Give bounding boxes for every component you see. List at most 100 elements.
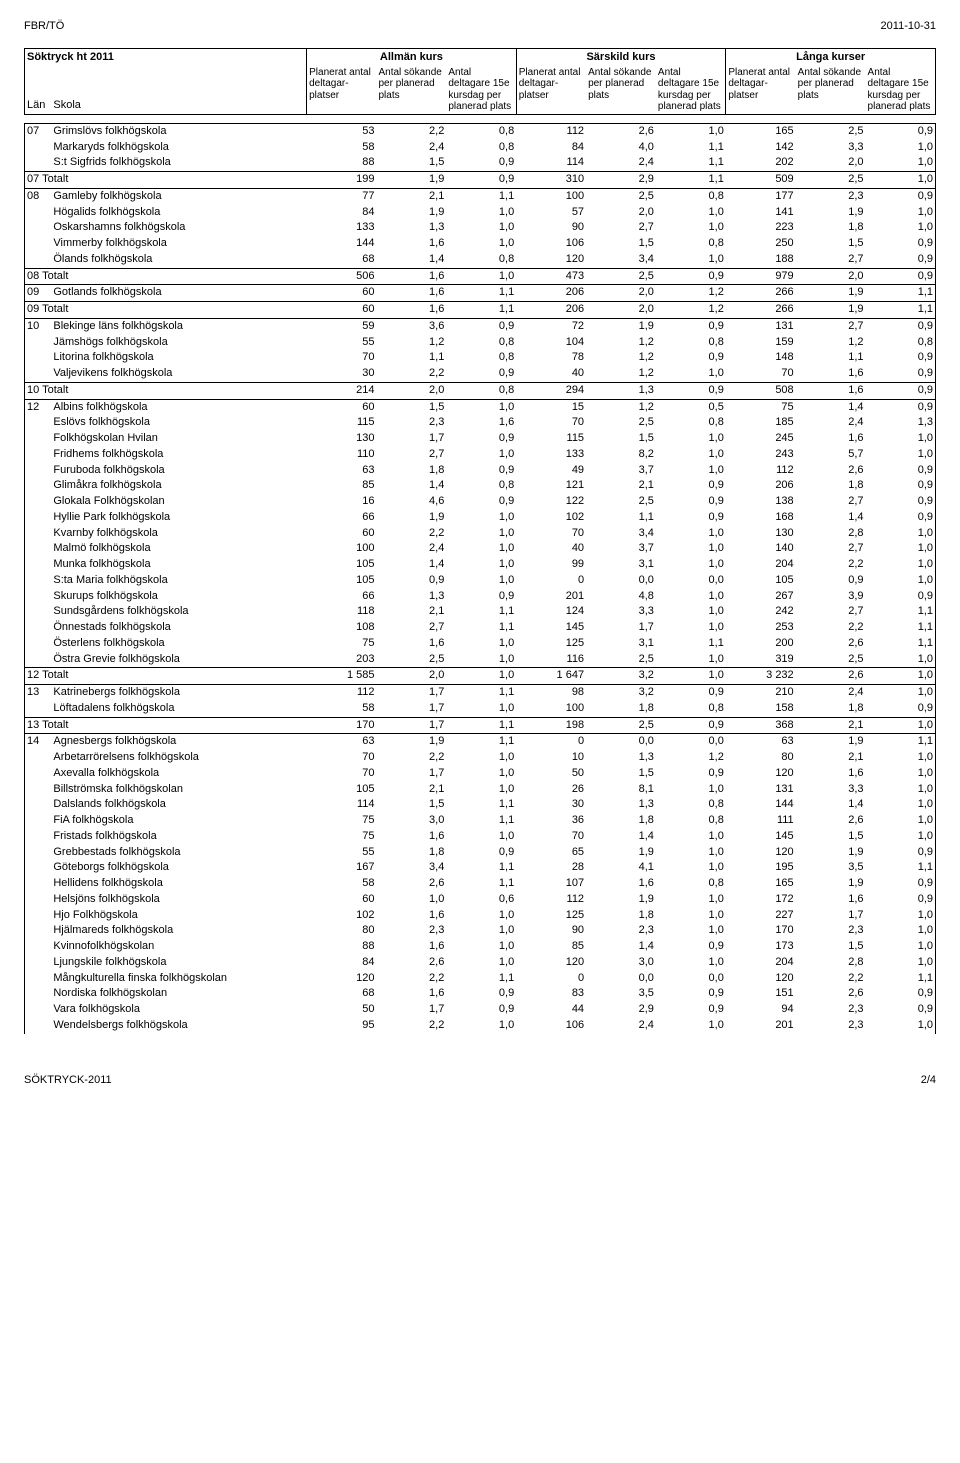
cell-value: 0,9 [656,350,726,366]
cell-value: 201 [726,1018,796,1034]
cell-value: 60 [307,892,377,908]
cell-value: 1,6 [376,285,446,302]
cell-value: 116 [516,652,586,668]
cell-value: 1,5 [376,399,446,415]
cell-value: 1,1 [866,734,936,750]
cell-value: 1,0 [656,366,726,382]
cell-value: 106 [516,236,586,252]
cell-value: 105 [726,573,796,589]
cell-value: 0,9 [446,463,516,479]
col-header-skola: Skola [51,66,306,115]
cell-value: 0,8 [656,797,726,813]
cell-value: 1,6 [376,829,446,845]
total-value: 1,6 [376,302,446,319]
cell-label: Valjevikens folkhögskola [51,366,306,382]
cell-value: 2,4 [586,155,656,171]
cell-value: 1,9 [376,510,446,526]
cell-value: 1,9 [376,205,446,221]
cell-value: 1,2 [586,366,656,382]
cell-value: 2,3 [376,415,446,431]
cell-value: 1,4 [586,829,656,845]
cell-label: Kvarnby folkhögskola [51,526,306,542]
cell-label [25,415,52,431]
cell-label: Hjälmareds folkhögskola [51,923,306,939]
cell-value: 115 [307,415,377,431]
cell-value: 1,2 [656,285,726,302]
cell-value: 1,8 [586,813,656,829]
cell-value: 84 [516,140,586,156]
cell-value: 1,0 [446,526,516,542]
cell-value: 2,0 [586,205,656,221]
cell-label: Furuboda folkhögskola [51,463,306,479]
cell-value: 0,9 [866,876,936,892]
cell-value: 141 [726,205,796,221]
cell-value: 85 [307,478,377,494]
cell-label: Skurups folkhögskola [51,589,306,605]
cell-label: Fristads folkhögskola [51,829,306,845]
cell-value: 58 [307,701,377,717]
cell-value: 1,1 [866,620,936,636]
cell-value: 111 [726,813,796,829]
cell-value: 2,5 [376,652,446,668]
cell-value: 1,0 [866,447,936,463]
cell-value: 63 [307,734,377,750]
cell-value: 130 [726,526,796,542]
cell-value: 1,1 [866,860,936,876]
cell-value: 0,8 [656,813,726,829]
cell-value: 100 [516,188,586,204]
cell-value: 2,6 [376,955,446,971]
cell-value: 0,5 [656,399,726,415]
cell-value: 100 [307,541,377,557]
cell-value: 3,6 [376,318,446,334]
cell-value: 0 [516,734,586,750]
cell-label [25,220,52,236]
cell-label: Eslövs folkhögskola [51,415,306,431]
cell-value: 105 [307,557,377,573]
cell-label: Grimslövs folkhögskola [51,123,306,139]
cell-label: Glimåkra folkhögskola [51,478,306,494]
cell-value: 1,4 [796,399,866,415]
cell-value: 1,0 [446,399,516,415]
cell-value: 3,9 [796,589,866,605]
cell-value: 130 [307,431,377,447]
cell-value: 1,9 [796,205,866,221]
cell-label [25,908,52,924]
cell-label: Albins folkhögskola [51,399,306,415]
cell-value: 120 [726,971,796,987]
cell-label: Löftadalens folkhögskola [51,701,306,717]
cell-label: Hjo Folkhögskola [51,908,306,924]
cell-label: Litorina folkhögskola [51,350,306,366]
cell-value: 319 [726,652,796,668]
cell-value: 75 [307,636,377,652]
cell-value: 151 [726,986,796,1002]
group-header: Långa kurser [726,49,936,66]
cell-value: 1,0 [446,510,516,526]
cell-value: 0,6 [446,892,516,908]
cell-value: 1,0 [866,955,936,971]
cell-value: 206 [726,478,796,494]
cell-value: 0,8 [866,335,936,351]
cell-value: 4,1 [586,860,656,876]
total-value: 509 [726,172,796,189]
cell-label: Ölands folkhögskola [51,252,306,268]
cell-value: 2,2 [376,971,446,987]
cell-value: 2,5 [586,415,656,431]
cell-value: 1,0 [866,813,936,829]
cell-value: 1,1 [656,636,726,652]
total-value: 1,0 [446,668,516,685]
cell-value: 1,1 [586,510,656,526]
cell-value: 1,0 [656,463,726,479]
cell-value: 1,0 [446,829,516,845]
cell-label: 07 [25,123,52,139]
group-header: Särskild kurs [516,49,726,66]
cell-value: 2,6 [376,876,446,892]
total-value: 2,5 [586,268,656,285]
cell-value: 165 [726,876,796,892]
cell-label [25,939,52,955]
cell-value: 0,9 [656,939,726,955]
cell-label [25,1002,52,1018]
cell-value: 1,0 [866,829,936,845]
total-value: 368 [726,717,796,734]
cell-value: 1,7 [376,1002,446,1018]
cell-value: 1,2 [586,399,656,415]
